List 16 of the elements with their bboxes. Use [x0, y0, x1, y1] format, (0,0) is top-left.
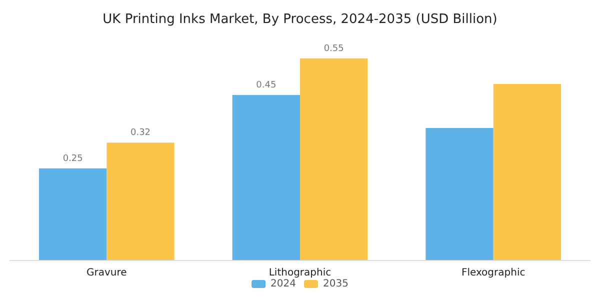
- data-label: 0.32: [130, 128, 151, 138]
- bar: [39, 168, 107, 260]
- bar: [300, 58, 368, 260]
- x-tick-label: Lithographic: [268, 268, 332, 278]
- x-tick-label: Gravure: [86, 268, 127, 278]
- data-label: 0.45: [256, 80, 276, 90]
- legend-label: 2035: [323, 278, 348, 290]
- legend-label: 2024: [270, 278, 296, 290]
- bar: [426, 128, 494, 260]
- bar: [106, 142, 174, 260]
- bar: [232, 95, 300, 260]
- bar: [493, 84, 561, 260]
- chart-title: UK Printing Inks Market, By Process, 2024-2035 (USD Billion): [102, 12, 498, 27]
- data-label: 0.25: [62, 154, 83, 164]
- data-label: 0.55: [324, 44, 344, 54]
- x-tick-label: Flexographic: [461, 268, 526, 278]
